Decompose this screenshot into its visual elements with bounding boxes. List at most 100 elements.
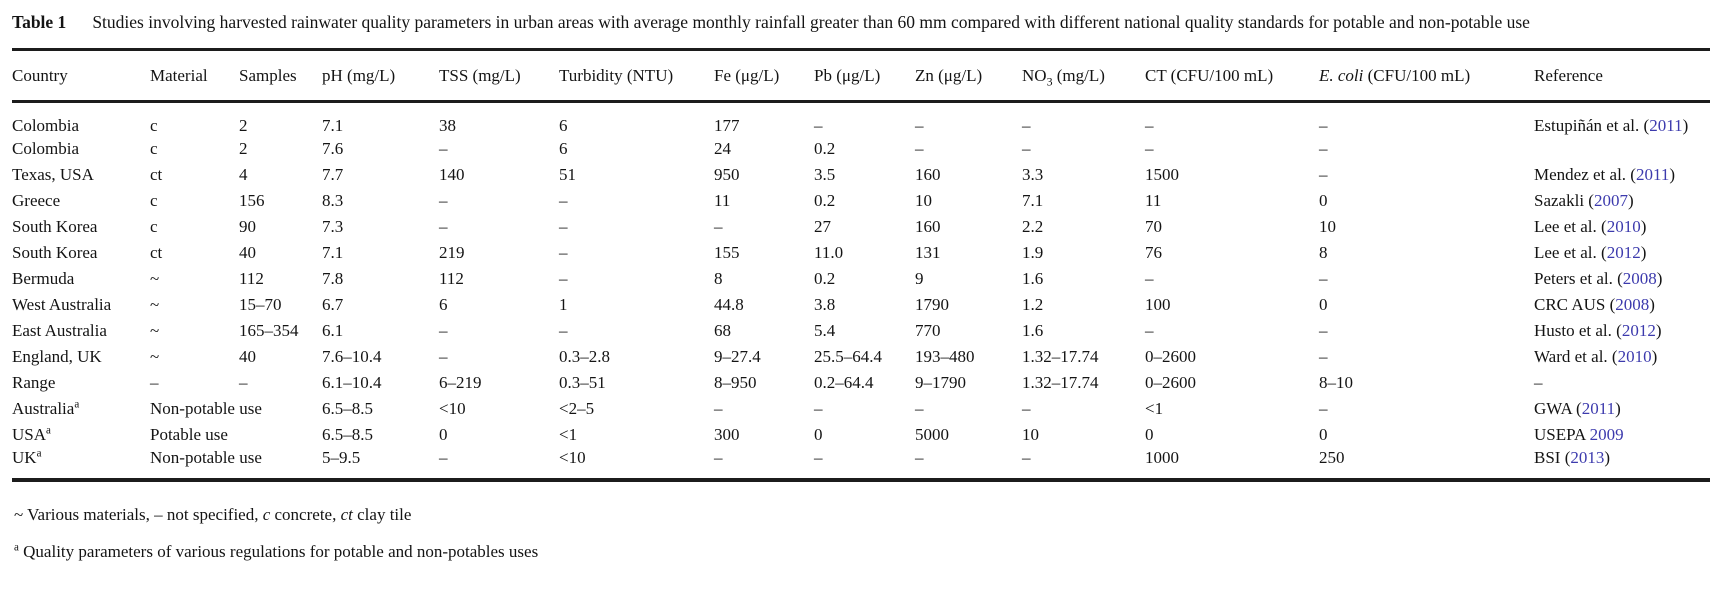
table-cell: Range bbox=[12, 370, 150, 396]
text-segment: clay tile bbox=[352, 504, 412, 524]
text-segment: – bbox=[915, 447, 924, 467]
reference-year-link[interactable]: 2010 bbox=[1606, 216, 1641, 236]
text-segment: – bbox=[439, 320, 448, 340]
table-cell: 5000 bbox=[915, 422, 1022, 448]
reference-year-link[interactable]: 2013 bbox=[1570, 447, 1605, 467]
reference-year-link[interactable]: 2012 bbox=[1606, 242, 1641, 262]
text-segment: 6.7 bbox=[322, 294, 344, 314]
text-segment: Colombia bbox=[12, 138, 80, 158]
table-cell: 11 bbox=[714, 188, 814, 214]
text-segment: ~ Various materials, – not specified, bbox=[14, 504, 263, 524]
reference-year-link[interactable]: 2011 bbox=[1649, 115, 1683, 135]
reference-year-link[interactable]: 2007 bbox=[1593, 190, 1628, 210]
column-header-ph: pH (mg/L) bbox=[322, 49, 439, 101]
text-segment: Australia bbox=[12, 398, 75, 418]
table-cell: – bbox=[1319, 101, 1534, 136]
table-cell: – bbox=[1145, 266, 1319, 292]
text-segment: – bbox=[1534, 372, 1543, 392]
table-cell: <1 bbox=[1145, 396, 1319, 422]
table-caption-text: Studies involving harvested rainwater qu… bbox=[92, 12, 1530, 32]
text-segment: 6 bbox=[559, 138, 568, 158]
text-segment: 0 bbox=[1319, 424, 1328, 444]
text-segment: – bbox=[559, 320, 568, 340]
text-segment: 6 bbox=[439, 294, 448, 314]
column-header-material: Material bbox=[150, 49, 239, 101]
reference-year-link[interactable]: 2011 bbox=[1635, 164, 1670, 184]
text-segment: c bbox=[150, 115, 158, 135]
table-cell: 27 bbox=[814, 214, 915, 240]
text-segment: – bbox=[1022, 398, 1031, 418]
text-segment: 300 bbox=[714, 424, 740, 444]
text-segment: 1 bbox=[559, 294, 568, 314]
text-segment: 11.0 bbox=[814, 242, 844, 262]
table-cell: 6.5–8.5 bbox=[322, 396, 439, 422]
column-header-reference: Reference bbox=[1534, 49, 1710, 101]
text-segment: – bbox=[1319, 320, 1328, 340]
table-cell: 156 bbox=[239, 188, 322, 214]
table-cell: 6.7 bbox=[322, 292, 439, 318]
reference-year-link[interactable]: 2008 bbox=[1615, 294, 1650, 314]
table-cell: 0.2 bbox=[814, 266, 915, 292]
table-cell: 2 bbox=[239, 101, 322, 136]
text-segment: 0 bbox=[439, 424, 448, 444]
text-segment: c bbox=[150, 138, 158, 158]
table-cell: <10 bbox=[439, 396, 559, 422]
table-cell: – bbox=[915, 396, 1022, 422]
table-cell: 0 bbox=[1319, 188, 1534, 214]
text-segment: – bbox=[814, 115, 823, 135]
table-cell: 112 bbox=[439, 266, 559, 292]
table-cell: 10 bbox=[915, 188, 1022, 214]
text-segment: 7.1 bbox=[322, 115, 344, 135]
table-cell: Australiaa bbox=[12, 396, 150, 422]
table-cell: c bbox=[150, 136, 239, 162]
table-cell: 8.3 bbox=[322, 188, 439, 214]
reference-year-link[interactable]: 2010 bbox=[1617, 346, 1652, 366]
table-cell: Colombia bbox=[12, 101, 150, 136]
text-segment: Country bbox=[12, 65, 68, 85]
text-segment: 1.6 bbox=[1022, 268, 1044, 288]
reference-year-link[interactable]: 2011 bbox=[1581, 398, 1616, 418]
text-segment: – bbox=[1319, 164, 1328, 184]
table-row: England, UK ~40 7.6–10.4 – 0.3–2.8 9–27.4 25.5… bbox=[12, 344, 1710, 370]
text-segment: Colombia bbox=[12, 115, 80, 135]
text-segment: – bbox=[1319, 268, 1328, 288]
text-segment: ) bbox=[1669, 164, 1675, 184]
reference-year-link[interactable]: 2012 bbox=[1621, 320, 1656, 340]
table-cell: 770 bbox=[915, 318, 1022, 344]
table-caption-label: Table 1 bbox=[12, 12, 67, 32]
text-segment: 0.2 bbox=[814, 268, 836, 288]
footnotes: ~ Various materials, – not specified, c … bbox=[14, 503, 1706, 565]
text-segment: 6 bbox=[559, 115, 568, 135]
text-segment: USA bbox=[12, 424, 47, 444]
table-cell: – bbox=[814, 101, 915, 136]
table-cell: – bbox=[1319, 396, 1534, 422]
table-cell: – bbox=[439, 136, 559, 162]
table-cell: 40 bbox=[239, 344, 322, 370]
text-segment: 11 bbox=[1145, 190, 1162, 210]
table-cell: Bermuda bbox=[12, 266, 150, 292]
text-segment: Turbidity (NTU) bbox=[559, 65, 674, 85]
table-cell: Non-potable use bbox=[150, 396, 322, 422]
table-cell: 10 bbox=[1022, 422, 1145, 448]
text-segment: 0.3–51 bbox=[559, 372, 606, 392]
text-segment: Bermuda bbox=[12, 268, 75, 288]
text-segment: Fe (μg/L) bbox=[714, 65, 780, 85]
table-cell: 300 bbox=[714, 422, 814, 448]
table-cell: USEPA 2009 bbox=[1534, 422, 1710, 448]
table-cell: 7.6–10.4 bbox=[322, 344, 439, 370]
text-segment: Non-potable use bbox=[150, 447, 262, 467]
table-cell: – bbox=[1145, 136, 1319, 162]
column-header-zn: Zn (μg/L) bbox=[915, 49, 1022, 101]
text-segment: ) bbox=[1649, 294, 1655, 314]
table-cell: 24 bbox=[714, 136, 814, 162]
text-segment: Peters et al. ( bbox=[1534, 268, 1623, 288]
reference-year-link[interactable]: 2009 bbox=[1589, 424, 1624, 444]
text-segment: 0.3–2.8 bbox=[559, 346, 610, 366]
text-segment: 156 bbox=[239, 190, 265, 210]
text-segment: TSS (mg/L) bbox=[439, 65, 521, 85]
reference-year-link[interactable]: 2008 bbox=[1622, 268, 1657, 288]
table-cell: 1.6 bbox=[1022, 318, 1145, 344]
text-segment: – bbox=[559, 190, 568, 210]
table-cell: 140 bbox=[439, 162, 559, 188]
table-cell: c bbox=[150, 214, 239, 240]
